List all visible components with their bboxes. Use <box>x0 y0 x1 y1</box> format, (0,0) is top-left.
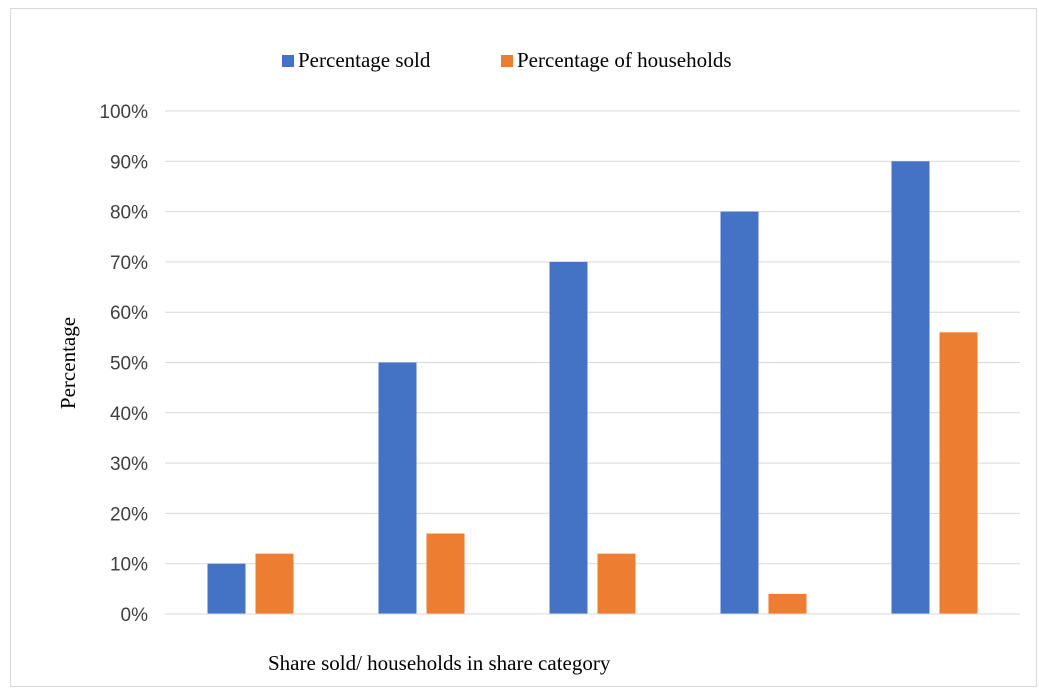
y-axis-label: Percentage <box>56 317 80 409</box>
legend-swatch-percentage-of-households <box>501 55 513 67</box>
y-tick-label: 20% <box>110 504 148 525</box>
y-tick-label: 100% <box>99 102 148 123</box>
y-tick-label: 10% <box>110 555 148 576</box>
legend-swatch-percentage-sold <box>282 55 294 67</box>
y-tick-label: 40% <box>110 404 148 425</box>
legend: Percentage sold Percentage of households <box>282 48 732 72</box>
bar-percentage-sold-4 <box>720 211 759 614</box>
bar-percentage-of-households-2 <box>426 533 465 614</box>
y-tick-label: 90% <box>110 152 148 173</box>
bar-percentage-of-households-3 <box>597 553 636 614</box>
bar-percentage-of-households-5 <box>939 332 978 614</box>
x-axis-label: Share sold/ households in share category <box>268 651 611 675</box>
bar-percentage-of-households-4 <box>768 593 807 614</box>
y-tick-label: 30% <box>110 454 148 475</box>
chart-frame <box>10 8 1037 687</box>
gridlines <box>165 110 1020 565</box>
bars <box>207 161 978 615</box>
bar-percentage-sold-3 <box>549 261 588 614</box>
bar-percentage-sold-1 <box>207 563 246 614</box>
y-axis-ticks: 0% 10% 20% 30% 40% 50% 60% 70% 80% 90% 100% <box>99 102 148 626</box>
legend-label-percentage-of-households: Percentage of households <box>517 48 732 72</box>
bar-percentage-of-households-1 <box>255 553 294 614</box>
y-tick-label: 80% <box>110 203 148 224</box>
y-tick-label: 0% <box>121 605 149 626</box>
legend-label-percentage-sold: Percentage sold <box>298 48 431 72</box>
bar-percentage-sold-2 <box>378 362 417 614</box>
y-tick-label: 60% <box>110 303 148 324</box>
y-tick-label: 70% <box>110 253 148 274</box>
bar-percentage-sold-5 <box>891 161 930 615</box>
y-tick-label: 50% <box>110 354 148 375</box>
